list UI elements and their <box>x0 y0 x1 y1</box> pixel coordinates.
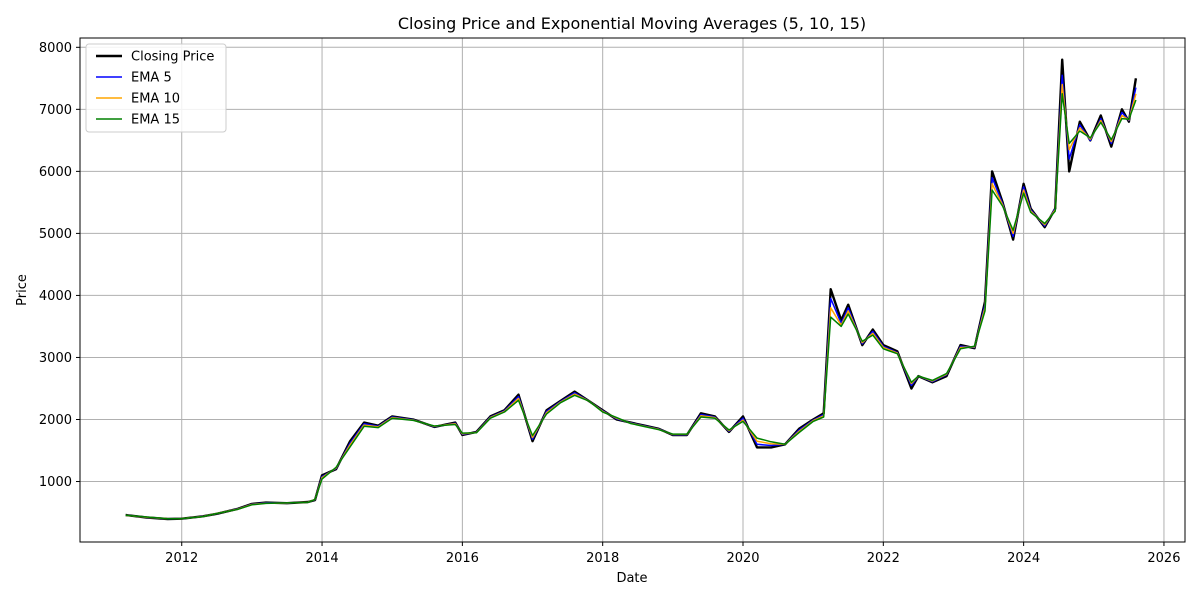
x-axis-label: Date <box>616 571 647 586</box>
series-layer <box>125 58 1138 521</box>
x-tick-label: 2026 <box>1147 551 1180 566</box>
legend-label-ema-15: EMA 15 <box>131 113 180 128</box>
plot-frame <box>79 37 1186 543</box>
y-tick-label: 5000 <box>39 227 72 242</box>
x-tick-label: 2012 <box>165 551 198 566</box>
series-line-ema-15 <box>125 93 1137 520</box>
x-tick-label: 2016 <box>446 551 479 566</box>
legend: Closing Price EMA 5 EMA 10 EMA 15 <box>85 43 227 133</box>
x-tick-label: 2014 <box>306 551 339 566</box>
chart-title: Closing Price and Exponential Moving Ave… <box>398 14 866 33</box>
legend-label-ema-10: EMA 10 <box>131 92 180 107</box>
x-tick-label: 2018 <box>586 551 619 566</box>
y-tick-label: 2000 <box>39 413 72 428</box>
y-axis-label: Price <box>15 274 30 306</box>
y-tick-label: 6000 <box>39 165 72 180</box>
y-tick-label: 4000 <box>39 289 72 304</box>
x-axis: 2012 2014 2016 2018 2020 2022 2024 2026 <box>165 542 1180 566</box>
legend-label-ema-5: EMA 5 <box>131 71 172 86</box>
x-tick-label: 2024 <box>1007 551 1040 566</box>
legend-label-closing-price: Closing Price <box>131 50 214 65</box>
x-tick-label: 2022 <box>867 551 900 566</box>
legend-box <box>85 43 227 133</box>
y-tick-label: 3000 <box>39 351 72 366</box>
y-tick-label: 8000 <box>39 41 72 56</box>
y-axis: 1000 2000 3000 4000 5000 6000 7000 8000 <box>39 41 80 490</box>
series-line-closing-price <box>125 58 1138 521</box>
grid <box>80 38 1185 542</box>
y-tick-label: 1000 <box>39 475 72 490</box>
y-tick-label: 7000 <box>39 103 72 118</box>
x-tick-label: 2020 <box>726 551 759 566</box>
